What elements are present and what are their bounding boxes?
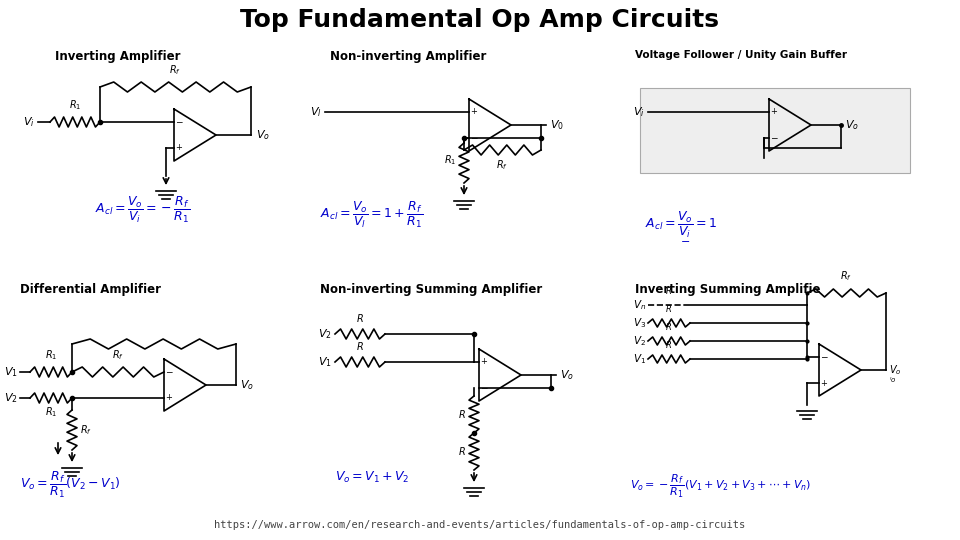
Text: $V_i$: $V_i$ <box>634 105 645 119</box>
Text: $A_{cl} = \dfrac{V_o}{V_i} = 1$: $A_{cl} = \dfrac{V_o}{V_i} = 1$ <box>645 210 717 240</box>
Text: $V_2$: $V_2$ <box>4 391 18 405</box>
Text: $V_i$: $V_i$ <box>23 115 35 129</box>
Text: $R_1$: $R_1$ <box>69 98 82 112</box>
Text: +: + <box>481 357 488 367</box>
Text: +: + <box>821 379 828 388</box>
Text: Differential Amplifier: Differential Amplifier <box>20 283 161 296</box>
Text: −: − <box>770 133 778 143</box>
Text: $V_l$: $V_l$ <box>310 105 322 119</box>
Text: $R_1$: $R_1$ <box>45 348 58 362</box>
Text: $R_1$: $R_1$ <box>444 153 456 167</box>
Text: $R_f$: $R_f$ <box>112 348 124 362</box>
Text: $V_0$: $V_0$ <box>550 118 564 132</box>
Text: https://www.arrow.com/en/research-and-events/articles/fundamentals-of-op-amp-cir: https://www.arrow.com/en/research-and-ev… <box>214 520 746 530</box>
Text: $V_o = \dfrac{R_f}{R_1}(V_2 - V_1)$: $V_o = \dfrac{R_f}{R_1}(V_2 - V_1)$ <box>20 470 121 500</box>
Text: $V_2$: $V_2$ <box>633 334 646 348</box>
Text: $V_3$: $V_3$ <box>633 316 646 330</box>
Text: −: − <box>470 133 478 143</box>
Text: $V_o = -\dfrac{R_f}{R_1}(V_1 + V_2 + V_3 + \cdots + V_n)$: $V_o = -\dfrac{R_f}{R_1}(V_1 + V_2 + V_3… <box>630 473 811 500</box>
Text: $V_o = V_1 + V_2$: $V_o = V_1 + V_2$ <box>335 470 410 485</box>
Text: $R$: $R$ <box>665 339 673 350</box>
Text: $V_1$: $V_1$ <box>4 365 18 379</box>
Text: $R_f$: $R_f$ <box>496 158 509 172</box>
Text: $R_f$: $R_f$ <box>841 269 852 283</box>
Text: $R_1$: $R_1$ <box>45 405 58 419</box>
Text: $V_o$: $V_o$ <box>256 128 270 142</box>
Text: $V_o$: $V_o$ <box>845 118 859 132</box>
Text: +: + <box>176 144 182 152</box>
Text: $V_o$: $V_o$ <box>240 378 254 392</box>
Text: −: − <box>165 368 173 376</box>
Text: Non-inverting Summing Amplifier: Non-inverting Summing Amplifier <box>320 283 542 296</box>
Text: $R$: $R$ <box>665 285 673 296</box>
Text: −: − <box>480 383 488 393</box>
Text: −: − <box>820 353 828 361</box>
Text: Top Fundamental Op Amp Circuits: Top Fundamental Op Amp Circuits <box>241 8 719 32</box>
Text: +: + <box>470 107 477 117</box>
Text: $V_o$: $V_o$ <box>560 368 574 382</box>
Text: Inverting Amplifier: Inverting Amplifier <box>55 50 180 63</box>
Text: $R$: $R$ <box>665 321 673 332</box>
Text: $V_o$: $V_o$ <box>889 363 901 377</box>
Text: $V_2$: $V_2$ <box>318 327 332 341</box>
Text: Voltage Follower / Unity Gain Buffer: Voltage Follower / Unity Gain Buffer <box>635 50 847 60</box>
Text: $R$: $R$ <box>665 303 673 314</box>
Text: +: + <box>165 394 173 402</box>
Text: $A_{cl} = \dfrac{V_o}{V_l} = 1 + \dfrac{R_f}{R_1}$: $A_{cl} = \dfrac{V_o}{V_l} = 1 + \dfrac{… <box>320 200 423 230</box>
Text: Inverting Summing Amplifie: Inverting Summing Amplifie <box>635 283 821 296</box>
Text: Non-inverting Amplifier: Non-inverting Amplifier <box>330 50 487 63</box>
Text: $^\prime o$: $^\prime o$ <box>889 375 897 385</box>
Text: $R$: $R$ <box>458 445 466 457</box>
Text: $-$: $-$ <box>680 235 690 245</box>
Text: $V_1$: $V_1$ <box>318 355 332 369</box>
Text: $R$: $R$ <box>356 340 364 352</box>
Text: $R$: $R$ <box>458 408 466 420</box>
Text: $V_n$: $V_n$ <box>633 298 646 312</box>
Text: $R_f$: $R_f$ <box>170 63 181 77</box>
Text: $A_{cl} = \dfrac{V_o}{V_i} = -\dfrac{R_f}{R_1}$: $A_{cl} = \dfrac{V_o}{V_i} = -\dfrac{R_f… <box>95 195 190 225</box>
Text: $V_1$: $V_1$ <box>633 352 646 366</box>
Text: $R$: $R$ <box>356 312 364 324</box>
Bar <box>640 88 910 173</box>
Text: +: + <box>771 107 778 117</box>
Text: $R_f$: $R_f$ <box>80 423 92 437</box>
Text: −: − <box>176 118 182 126</box>
